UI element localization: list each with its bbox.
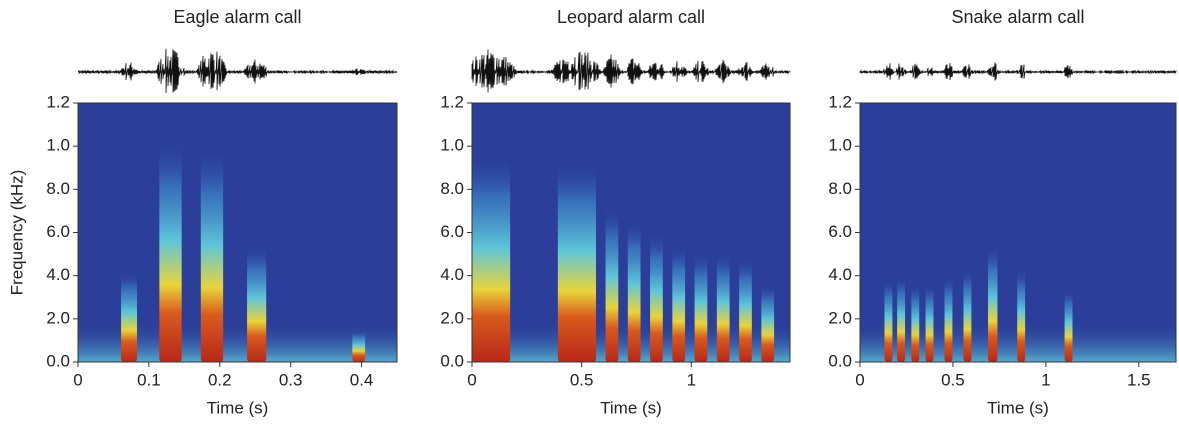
spectrogram-energy [761, 284, 775, 362]
spectrogram-energy [694, 253, 708, 362]
spectrogram-energy [627, 219, 641, 362]
y-tick-label: 1.0 [46, 136, 70, 155]
y-tick-label: 2.0 [46, 308, 70, 327]
spectrogram-energy [963, 268, 972, 362]
y-tick-label: 0.0 [828, 351, 852, 370]
y-tick-label: 0.0 [46, 351, 70, 370]
spectrogram-energy [884, 279, 893, 362]
spectrogram-energy [557, 159, 597, 362]
waveform [77, 48, 398, 94]
waveform [859, 62, 1177, 81]
spectrogram-energy [1017, 268, 1026, 362]
spectrogram-energy [352, 330, 366, 362]
x-tick-label: 0.3 [279, 370, 303, 389]
y-tick-label: 2.0 [440, 308, 464, 327]
y-tick-label: 8.0 [440, 179, 464, 198]
x-tick-label: 0.1 [137, 370, 161, 389]
y-tick-label: 1.0 [828, 136, 852, 155]
spectrogram-energy [121, 271, 138, 362]
spectrogram-energy [944, 276, 953, 362]
chart-title: Snake alarm call [951, 7, 1084, 27]
y-tick-label: 8.0 [828, 179, 852, 198]
y-tick-label: 1.2 [46, 92, 70, 111]
chart-title: Eagle alarm call [173, 7, 301, 27]
spectrogram-energy [925, 284, 934, 362]
x-tick-label: 0 [73, 370, 82, 389]
spectrogram-energy [247, 245, 267, 362]
spectrogram-energy [472, 154, 511, 362]
x-tick-label: 1 [687, 370, 696, 389]
x-tick-label: 1 [1041, 370, 1050, 389]
x-axis-label: Time (s) [987, 398, 1049, 417]
spectrogram-energy [159, 141, 182, 362]
spectrogram-energy [672, 245, 686, 362]
x-axis-label: Time (s) [600, 398, 662, 417]
spectrogram-energy [1064, 289, 1073, 362]
chart-title: Leopard alarm call [557, 7, 705, 27]
y-tick-label: 6.0 [440, 222, 464, 241]
x-tick-label: 0.5 [570, 370, 594, 389]
spectrogram-energy [911, 284, 920, 362]
y-tick-label: 0.0 [440, 351, 464, 370]
spectrogram-energy [987, 245, 998, 362]
y-tick-label: 1.2 [440, 92, 464, 111]
spectrogram-energy [897, 276, 906, 362]
y-tick-label: 1.2 [828, 92, 852, 111]
x-tick-label: 0.4 [350, 370, 374, 389]
y-tick-label: 4.0 [440, 265, 464, 284]
y-tick-label: 2.0 [828, 308, 852, 327]
x-axis-label: Time (s) [207, 398, 269, 417]
x-tick-label: 0 [467, 370, 476, 389]
x-tick-label: 0.5 [941, 370, 965, 389]
x-tick-label: 0.2 [208, 370, 232, 389]
x-tick-label: 1.5 [1127, 370, 1151, 389]
spectrogram-energy [739, 258, 752, 362]
y-tick-label: 1.0 [440, 136, 464, 155]
spectrogram-energy [650, 232, 663, 362]
y-tick-label: 4.0 [828, 265, 852, 284]
y-tick-label: 6.0 [46, 222, 70, 241]
y-tick-label: 6.0 [828, 222, 852, 241]
spectrogram-energy [200, 149, 224, 362]
waveform [471, 49, 791, 93]
y-tick-label: 8.0 [46, 179, 70, 198]
x-tick-label: 0 [855, 370, 864, 389]
y-axis-label: Frequency (kHz) [7, 170, 26, 296]
y-tick-label: 4.0 [46, 265, 70, 284]
spectrogram-energy [605, 206, 619, 362]
spectrogram-energy [716, 253, 730, 362]
